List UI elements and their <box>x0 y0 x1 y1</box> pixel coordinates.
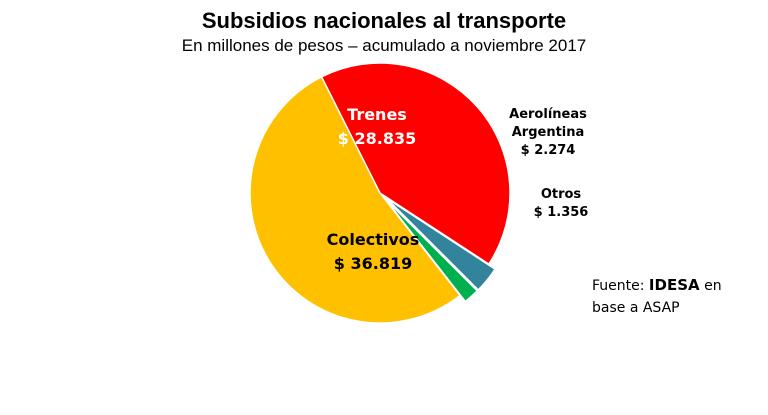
data-label-trenes-value: $ 28.835 <box>338 129 416 148</box>
chart-title: Subsidios nacionales al transporte <box>201 8 567 33</box>
source-line2: base a ASAP <box>592 300 680 316</box>
pie-slice-colectivos <box>249 75 462 324</box>
data-label-colectivos-name: Colectivos <box>327 230 420 249</box>
data-label-aerol-neas-argentina-name: Aerolíneas <box>509 107 587 122</box>
data-label-otros-name: Otros <box>541 187 582 202</box>
data-label-otros-value: $ 1.356 <box>534 205 589 220</box>
source-brand: IDESA <box>648 276 700 294</box>
data-label-aerol-neas-argentina-name: Argentina <box>512 125 585 140</box>
source-suffix: en <box>699 278 722 294</box>
pie-slice-aerol-neas-argentina <box>385 197 497 291</box>
pie-slice-trenes <box>320 62 511 266</box>
chart-subtitle: En millones de pesos – acumulado a novie… <box>181 36 587 55</box>
source-prefix: Fuente: <box>592 278 649 294</box>
pie-slice-otros <box>384 198 479 303</box>
data-label-aerol-neas-argentina-value: $ 2.274 <box>521 143 576 158</box>
data-label-colectivos-value: $ 36.819 <box>334 254 412 273</box>
data-label-trenes-name: Trenes <box>347 105 407 124</box>
source-note: Fuente: IDESA en base a ASAP <box>592 274 762 319</box>
